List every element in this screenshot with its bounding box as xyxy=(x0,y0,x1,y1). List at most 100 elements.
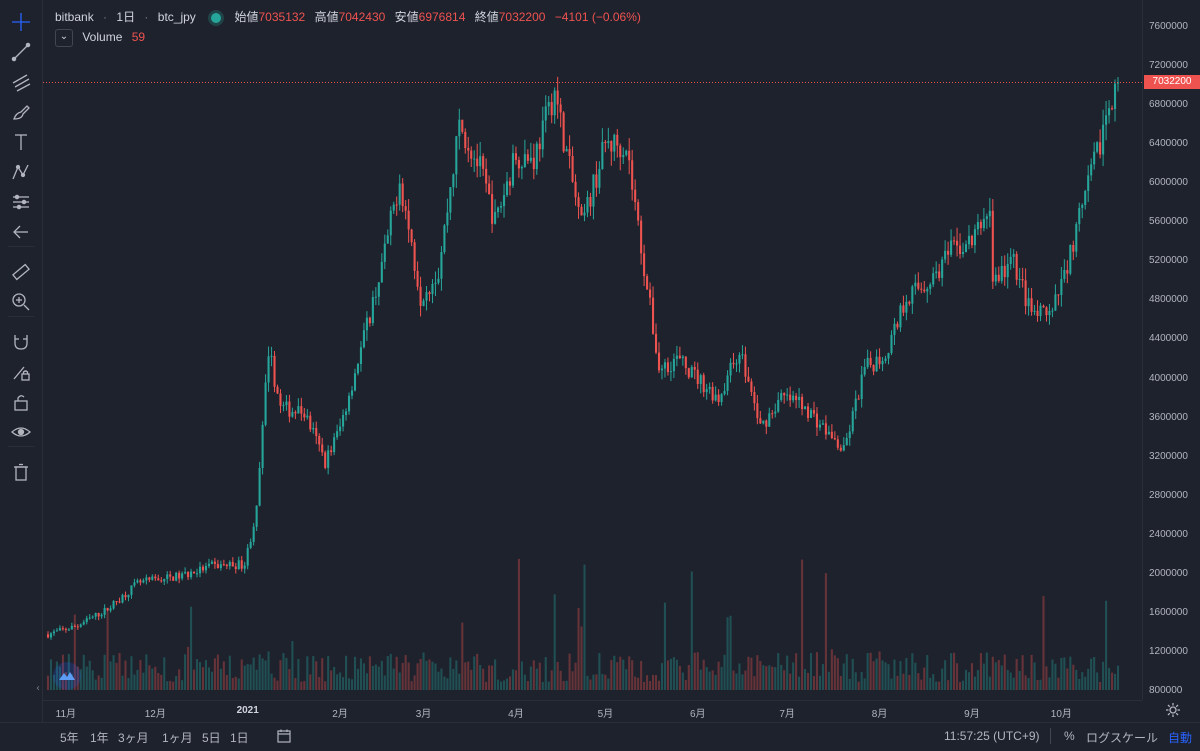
volume-bar xyxy=(976,670,979,690)
chevron-down-icon[interactable]: ⌄ xyxy=(55,29,73,47)
range-5y-button[interactable]: 5年 xyxy=(60,731,79,745)
volume-bar xyxy=(815,652,819,690)
time-tick-label: 4月 xyxy=(508,709,524,720)
volume-bar xyxy=(947,680,950,690)
logo-icon xyxy=(53,662,81,690)
volume-bar xyxy=(118,652,121,690)
volume-bar xyxy=(1110,672,1114,690)
volume-bar xyxy=(950,653,953,690)
candle xyxy=(458,119,461,137)
crosshair-icon[interactable] xyxy=(7,8,35,36)
pattern-icon[interactable] xyxy=(7,158,35,186)
candle xyxy=(1072,244,1075,252)
gear-icon[interactable] xyxy=(1165,702,1183,720)
trend-line-icon[interactable] xyxy=(7,38,35,66)
price-axis[interactable]: 7600000 7200000 6800000 6400000 6000000 56000… xyxy=(1142,0,1200,700)
volume-bar xyxy=(529,666,532,690)
zoom-in-icon[interactable] xyxy=(7,288,35,316)
log-scale-toggle[interactable]: ログスケール xyxy=(1086,731,1159,745)
candle xyxy=(303,413,306,418)
candle xyxy=(103,607,106,615)
pitchfork-icon[interactable] xyxy=(7,68,35,96)
candle xyxy=(917,282,920,289)
volume-bar xyxy=(863,678,866,690)
volume-bar xyxy=(559,670,562,690)
candle xyxy=(1084,190,1087,205)
time-axis[interactable]: 11月 12月 2021 2月 3月 4月 5月 6月 7月 8月 9月 10月 xyxy=(43,700,1142,723)
unlock-icon[interactable] xyxy=(7,388,35,416)
candle xyxy=(225,564,228,567)
volume-bar xyxy=(953,652,956,690)
volume-bar xyxy=(279,660,282,690)
volume-bar xyxy=(404,655,407,690)
volume-bar xyxy=(938,681,941,690)
volume-bar xyxy=(586,675,589,690)
chart-pane[interactable] xyxy=(43,0,1142,700)
volume-bar xyxy=(538,662,541,690)
volume-bar xyxy=(479,664,482,690)
volume-bar xyxy=(1048,677,1051,690)
date-range-icon[interactable] xyxy=(276,728,292,747)
range-1m-button[interactable]: 1ヶ月 xyxy=(162,731,193,745)
volume-bar xyxy=(300,681,303,690)
range-1d-button[interactable]: 1日 xyxy=(230,731,249,745)
ruler-icon[interactable] xyxy=(7,258,35,286)
magnet-icon[interactable] xyxy=(7,328,35,356)
volume-bar xyxy=(270,673,273,690)
candle xyxy=(750,381,753,393)
candle xyxy=(136,580,139,583)
volume-bar xyxy=(1093,656,1096,690)
volume-bar xyxy=(470,669,473,690)
trash-icon[interactable] xyxy=(7,458,35,486)
range-1y-button[interactable]: 1年 xyxy=(90,731,109,745)
percent-toggle[interactable]: % xyxy=(1064,729,1075,743)
price-tick-label: 7600000 xyxy=(1149,21,1188,32)
volume-bar xyxy=(154,666,157,690)
volume-bar xyxy=(261,658,264,690)
volume-bar xyxy=(735,673,738,690)
price-chart[interactable] xyxy=(43,0,1142,700)
brush-icon[interactable] xyxy=(7,98,35,126)
volume-bar xyxy=(562,681,565,690)
volume-bar xyxy=(574,662,577,690)
volume-bar xyxy=(920,679,923,690)
candle xyxy=(187,572,190,578)
price-tick-label: 4400000 xyxy=(1149,333,1188,345)
prediction-icon[interactable] xyxy=(7,188,35,216)
volume-bar xyxy=(985,652,988,690)
eye-icon[interactable] xyxy=(7,418,35,446)
candle xyxy=(485,168,488,184)
candle xyxy=(926,288,929,292)
auto-scale-toggle[interactable]: 自動 xyxy=(1168,731,1193,745)
candle xyxy=(374,296,377,298)
back-arrow-icon[interactable] xyxy=(7,218,35,246)
volume-bar xyxy=(571,671,574,690)
candle xyxy=(440,252,443,279)
candle xyxy=(967,235,971,245)
candle xyxy=(720,394,723,402)
volume-bar xyxy=(315,661,318,690)
lock-drawing-icon[interactable] xyxy=(7,358,35,386)
clock-display[interactable]: 11:57:25 (UTC+9) xyxy=(944,729,1040,743)
volume-bar xyxy=(565,680,568,690)
range-3m-button[interactable]: 3ヶ月 xyxy=(118,731,149,745)
candle xyxy=(362,330,365,348)
volume-bar xyxy=(720,667,723,690)
candle xyxy=(872,364,875,372)
volume-bar xyxy=(1009,672,1012,690)
symbol-name[interactable]: bitbank xyxy=(55,10,94,24)
candle xyxy=(181,573,184,579)
volume-bar xyxy=(458,673,461,690)
volume-bar xyxy=(869,652,872,690)
candle xyxy=(780,393,783,400)
scroll-left-icon[interactable]: ‹ xyxy=(36,683,40,694)
interval-label[interactable]: 1日 xyxy=(116,10,136,24)
volume-bar xyxy=(893,659,896,690)
candle xyxy=(85,618,88,623)
range-5d-button[interactable]: 5日 xyxy=(202,731,221,745)
candle xyxy=(747,376,750,382)
candle xyxy=(264,382,267,425)
volume-bar xyxy=(91,670,94,690)
text-icon[interactable] xyxy=(7,128,35,156)
candle xyxy=(550,102,553,116)
